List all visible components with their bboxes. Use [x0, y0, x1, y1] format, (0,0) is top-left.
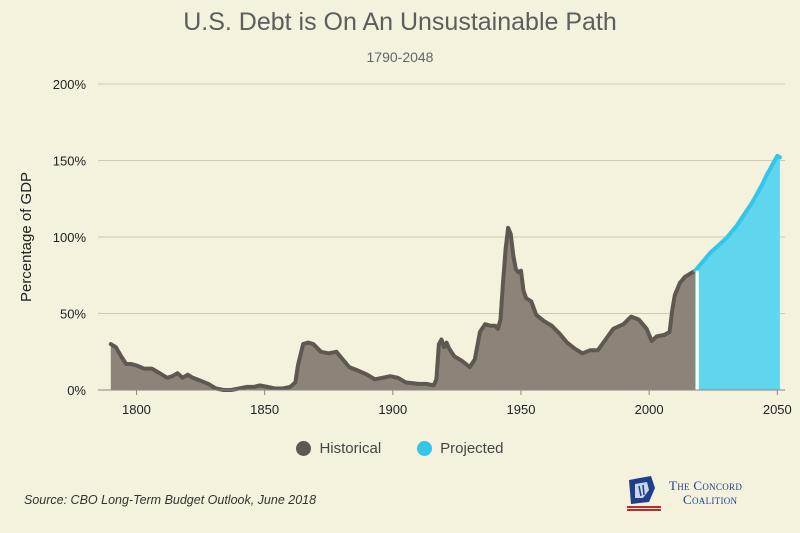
x-tick-label: 1900	[378, 402, 407, 417]
source-note: Source: CBO Long-Term Budget Outlook, Ju…	[24, 493, 317, 507]
chart-subtitle: 1790-2048	[366, 49, 434, 65]
logo-line-2: Coalition	[683, 492, 738, 507]
x-tick-label: 1950	[507, 402, 536, 417]
legend-item-historical[interactable]: Historical	[296, 440, 381, 457]
logo-text: The Concord Coalition	[669, 479, 742, 507]
x-tick-label: 2000	[635, 402, 664, 417]
projected-line	[693, 153, 782, 273]
y-tick-label: 100%	[53, 230, 87, 245]
y-axis-label: Percentage of GDP	[18, 172, 35, 302]
x-tick-label: 1800	[122, 402, 151, 417]
concord-coalition-logo[interactable]: The Concord Coalition	[625, 474, 795, 514]
y-tick-label: 50%	[60, 307, 86, 322]
area-layer	[108, 153, 782, 392]
axis-layer: 0% 50% 100% 150% 200% 1800 1850 1900 1950 2000 205…	[53, 77, 792, 417]
y-tick-label: 150%	[53, 154, 87, 169]
legend: Historical Projected	[0, 440, 800, 457]
projected-area	[695, 155, 780, 390]
y-tick-label: 200%	[53, 77, 87, 92]
legend-marker-projected	[417, 441, 433, 456]
logo-line-1: The Concord	[669, 478, 743, 493]
x-tick-label: 2050	[763, 402, 792, 417]
historical-line	[108, 225, 698, 392]
flag-icon	[627, 476, 661, 511]
x-tick-label: 1850	[250, 402, 279, 417]
y-tick-label: 0%	[67, 383, 86, 398]
legend-label-projected: Projected	[440, 440, 504, 457]
legend-label-historical: Historical	[319, 440, 382, 457]
legend-marker-historical	[296, 441, 312, 456]
historical-area	[110, 227, 696, 390]
debt-chart: 0% 50% 100% 150% 200% 1800 1850 1900 1950 2000 205…	[18, 77, 792, 417]
legend-item-projected[interactable]: Projected	[417, 440, 504, 457]
chart-title: U.S. Debt is On An Unsustainable Path	[183, 8, 617, 36]
